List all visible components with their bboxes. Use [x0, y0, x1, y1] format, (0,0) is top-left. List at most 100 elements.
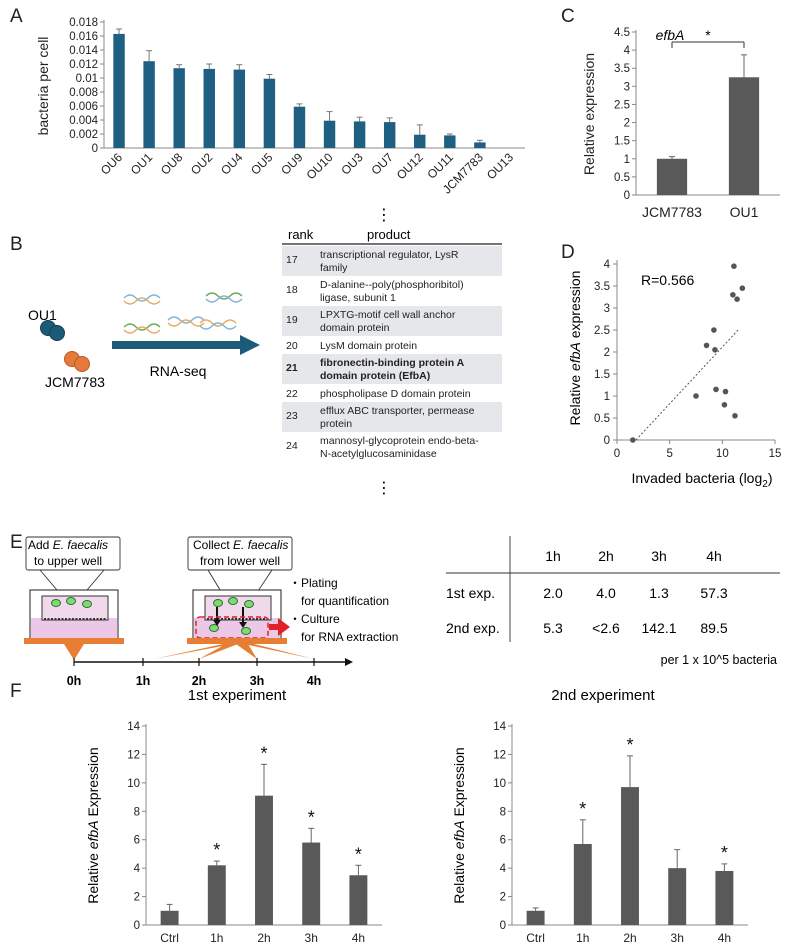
transwell-left: [24, 589, 124, 644]
y-tick-label: 2.5: [594, 325, 610, 337]
y-tick-label: 10: [127, 778, 140, 790]
scatter-point: [730, 292, 736, 298]
scatter-point: [731, 263, 737, 270]
red-arrow-shaft: [269, 624, 279, 630]
y-tick-label: 0: [604, 435, 610, 447]
y-tick-label: 0.5: [594, 413, 610, 425]
y-tick-label: 0.016: [69, 31, 98, 43]
table-row-label: 1st exp.: [446, 585, 495, 601]
bar: [323, 120, 336, 148]
x-tick-label: OU13: [484, 150, 516, 182]
scatter-point: [630, 437, 636, 443]
y-tick-label: 3.5: [614, 63, 630, 75]
y-tick-label: 2: [134, 892, 140, 904]
scatter-point: [693, 393, 699, 399]
table-rank: 23: [286, 410, 298, 422]
scatter-point: [703, 342, 710, 349]
y-tick-label: 1: [604, 391, 610, 403]
y-tick-label: 0.012: [69, 59, 98, 71]
table-product: LPXTG-motif cell wall anchor: [320, 309, 456, 321]
well-base: [187, 638, 287, 644]
x-tick-label: OU2: [188, 150, 216, 178]
y-tick-label: 14: [493, 721, 506, 733]
table-footnote: per 1 x 10^5 bacteria: [661, 653, 777, 667]
significance-star: *: [355, 844, 362, 864]
panel-f-ylabel: Relative efbA Expression: [451, 747, 467, 903]
significance-star: *: [721, 843, 728, 863]
significance-star: *: [213, 840, 220, 860]
table-product: efflux ABC transporter, permease: [320, 405, 475, 417]
x-tick-label: 1h: [210, 931, 223, 945]
bar: [207, 865, 226, 925]
timeline-pointer-2h: [199, 644, 238, 659]
table-product: phospholipase D domain protein: [320, 388, 471, 400]
bar: [621, 787, 639, 925]
bar: [444, 135, 456, 148]
panel-b-strain1: OU1: [28, 307, 57, 323]
x-tick-label: 1h: [576, 931, 589, 945]
bacterium-icon: [213, 599, 223, 607]
x-tick-label: Ctrl: [160, 931, 179, 945]
panel-b-rnaseq: OU1 JCM7783 RNA-seq ⋮ ⋮ rank product 17 t…: [28, 207, 502, 497]
y-tick-label: 1: [624, 154, 630, 166]
panel-b-strain2: JCM7783: [45, 374, 105, 390]
x-tick-label: 4h: [352, 931, 365, 945]
table-row-shading: [282, 246, 502, 276]
significance-star: *: [579, 799, 586, 819]
y-tick-label: 4: [604, 259, 611, 271]
y-tick-label: 6: [500, 835, 506, 847]
x-tick-label: Ctrl: [526, 931, 545, 945]
y-tick-label: 2.5: [614, 99, 630, 111]
significance-star: *: [705, 27, 711, 43]
y-tick-label: 0.002: [69, 129, 98, 141]
panel-letter-f: F: [10, 681, 22, 702]
table-dots-bottom: ⋮: [376, 480, 392, 497]
panel-a-bar-chart: bacteria per cell: [35, 37, 51, 136]
table-cell: 89.5: [700, 620, 727, 636]
x-tick-label: OU9: [278, 150, 306, 178]
rna-strands-icon: [123, 292, 243, 334]
table-product: fibronectin-binding protein A: [320, 357, 465, 369]
scatter-point: [739, 285, 746, 292]
x-tick-label: 5: [666, 448, 672, 460]
rnaseq-arrow-head: [240, 335, 260, 355]
table-cell: 57.3: [700, 585, 727, 601]
panel-d-marks: 0 0.5 1 1.5 2 2.5 3 3.5 4 0 5 10 15: [594, 259, 781, 460]
x-tick-label: 3h: [671, 931, 684, 945]
bullet-plating: ・Plating: [289, 576, 338, 590]
panel-letter-d: D: [561, 242, 575, 263]
y-tick-label: 3.5: [594, 281, 610, 293]
timeline-label: 4h: [307, 674, 322, 688]
table-rank: 22: [286, 388, 298, 400]
collect-label-line2: from lower well: [200, 554, 280, 568]
table-header-product: product: [367, 227, 411, 242]
bar: [573, 843, 592, 925]
y-tick-label: 4: [134, 863, 141, 875]
timeline-label: 1h: [136, 674, 151, 688]
bar: [255, 795, 273, 925]
table-header-cell: 3h: [651, 548, 667, 564]
y-tick-label: 0.008: [69, 87, 98, 99]
table-dots-top: ⋮: [376, 207, 392, 224]
panel-b-method: RNA-seq: [150, 363, 207, 379]
panel-d-scatter: R=0.566 Relative efbA expression Invaded…: [567, 271, 773, 490]
scatter-point: [722, 388, 729, 395]
table-header-rank: rank: [288, 227, 314, 242]
timeline-label: 2h: [192, 674, 207, 688]
table-product: ligase, subunit 1: [320, 292, 396, 304]
well-medium: [31, 618, 117, 639]
table-row-shading: [282, 306, 502, 336]
y-tick-label: 0: [624, 190, 630, 202]
bar: [656, 158, 688, 195]
down-arrow-head: [239, 622, 247, 628]
scatter-point: [734, 296, 740, 303]
down-arrow-head: [213, 620, 221, 626]
trend-line: [635, 329, 739, 441]
x-tick-label: OU3: [338, 150, 366, 178]
x-tick-label: 10: [716, 448, 729, 460]
bacterium-icon: [244, 600, 254, 608]
panel-f-chart-1: 1st experiment Relative efbA Expression 0 2…: [85, 687, 382, 945]
table-header-cell: 4h: [706, 548, 722, 564]
